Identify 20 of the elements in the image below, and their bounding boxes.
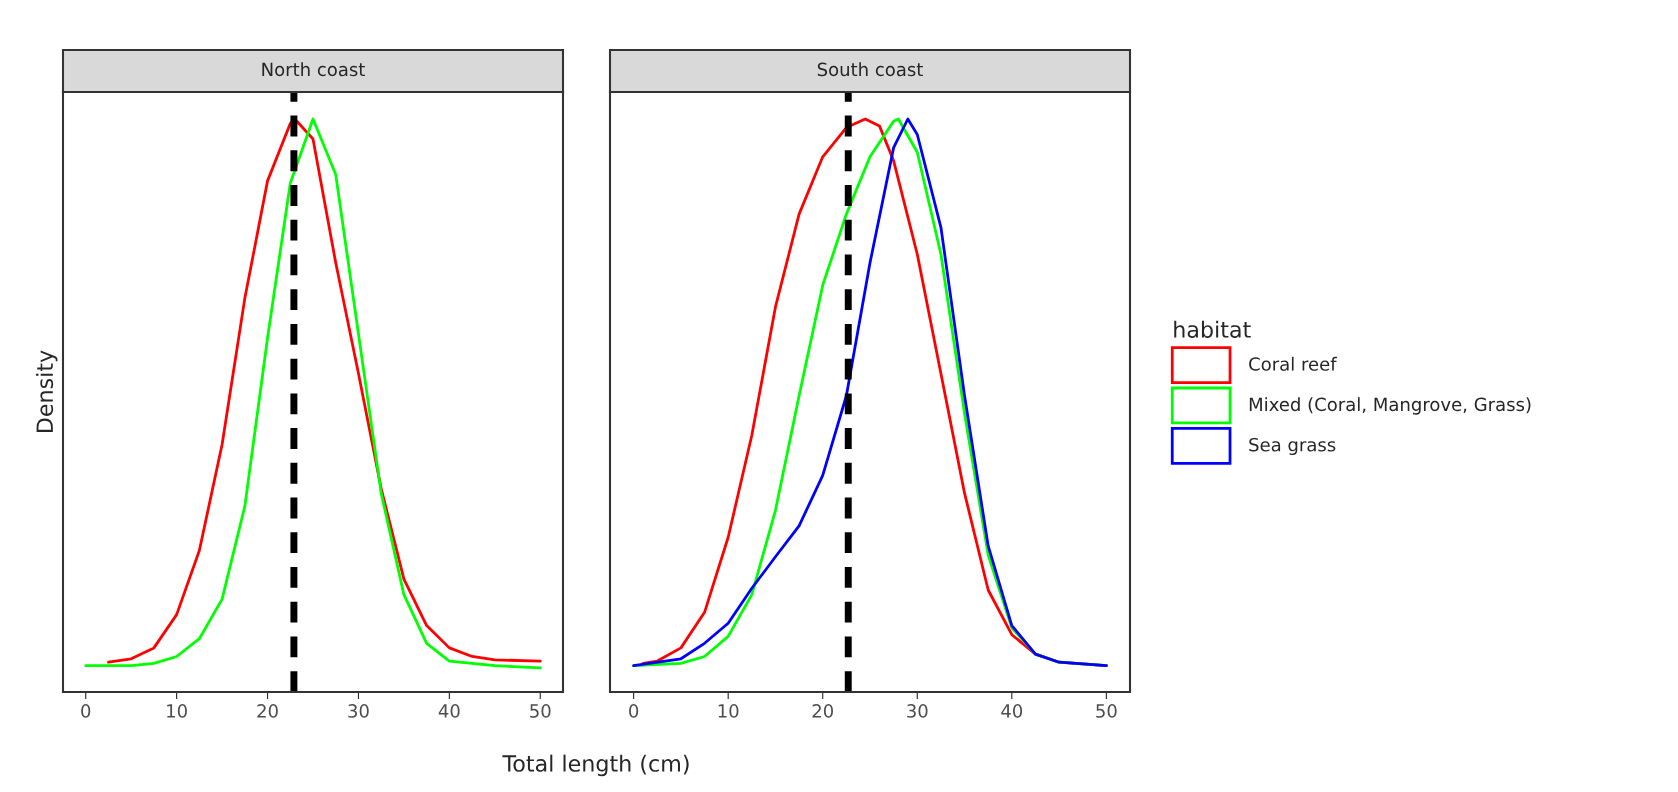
x-tick-label: 30 [907,704,928,718]
y-axis-title: Density [35,350,58,433]
x-tick-label: 40 [438,704,460,718]
x-axis-title: Total length (cm) [502,754,689,777]
x-tick-label: 20 [812,704,834,718]
x-tick-label: 40 [1001,704,1023,718]
legend-title: habitat [1174,320,1251,338]
chart-title: North coast [262,62,365,77]
chart-title: South coast [817,62,923,77]
x-tick-label: 50 [530,704,551,718]
x-tick-label: 10 [718,704,739,718]
x-tick-label: 20 [257,704,278,718]
x-tick-label: 10 [167,704,187,718]
legend-label: Mixed (Coral, Mangrove, Grass) [1249,397,1531,415]
x-tick-label: 30 [348,704,369,718]
x-tick-label: 50 [1096,704,1117,718]
x-tick-label: 0 [81,704,91,718]
legend-label: Coral reef [1249,356,1337,371]
x-tick-label: 0 [629,704,639,718]
legend-label: Sea grass [1249,437,1336,456]
